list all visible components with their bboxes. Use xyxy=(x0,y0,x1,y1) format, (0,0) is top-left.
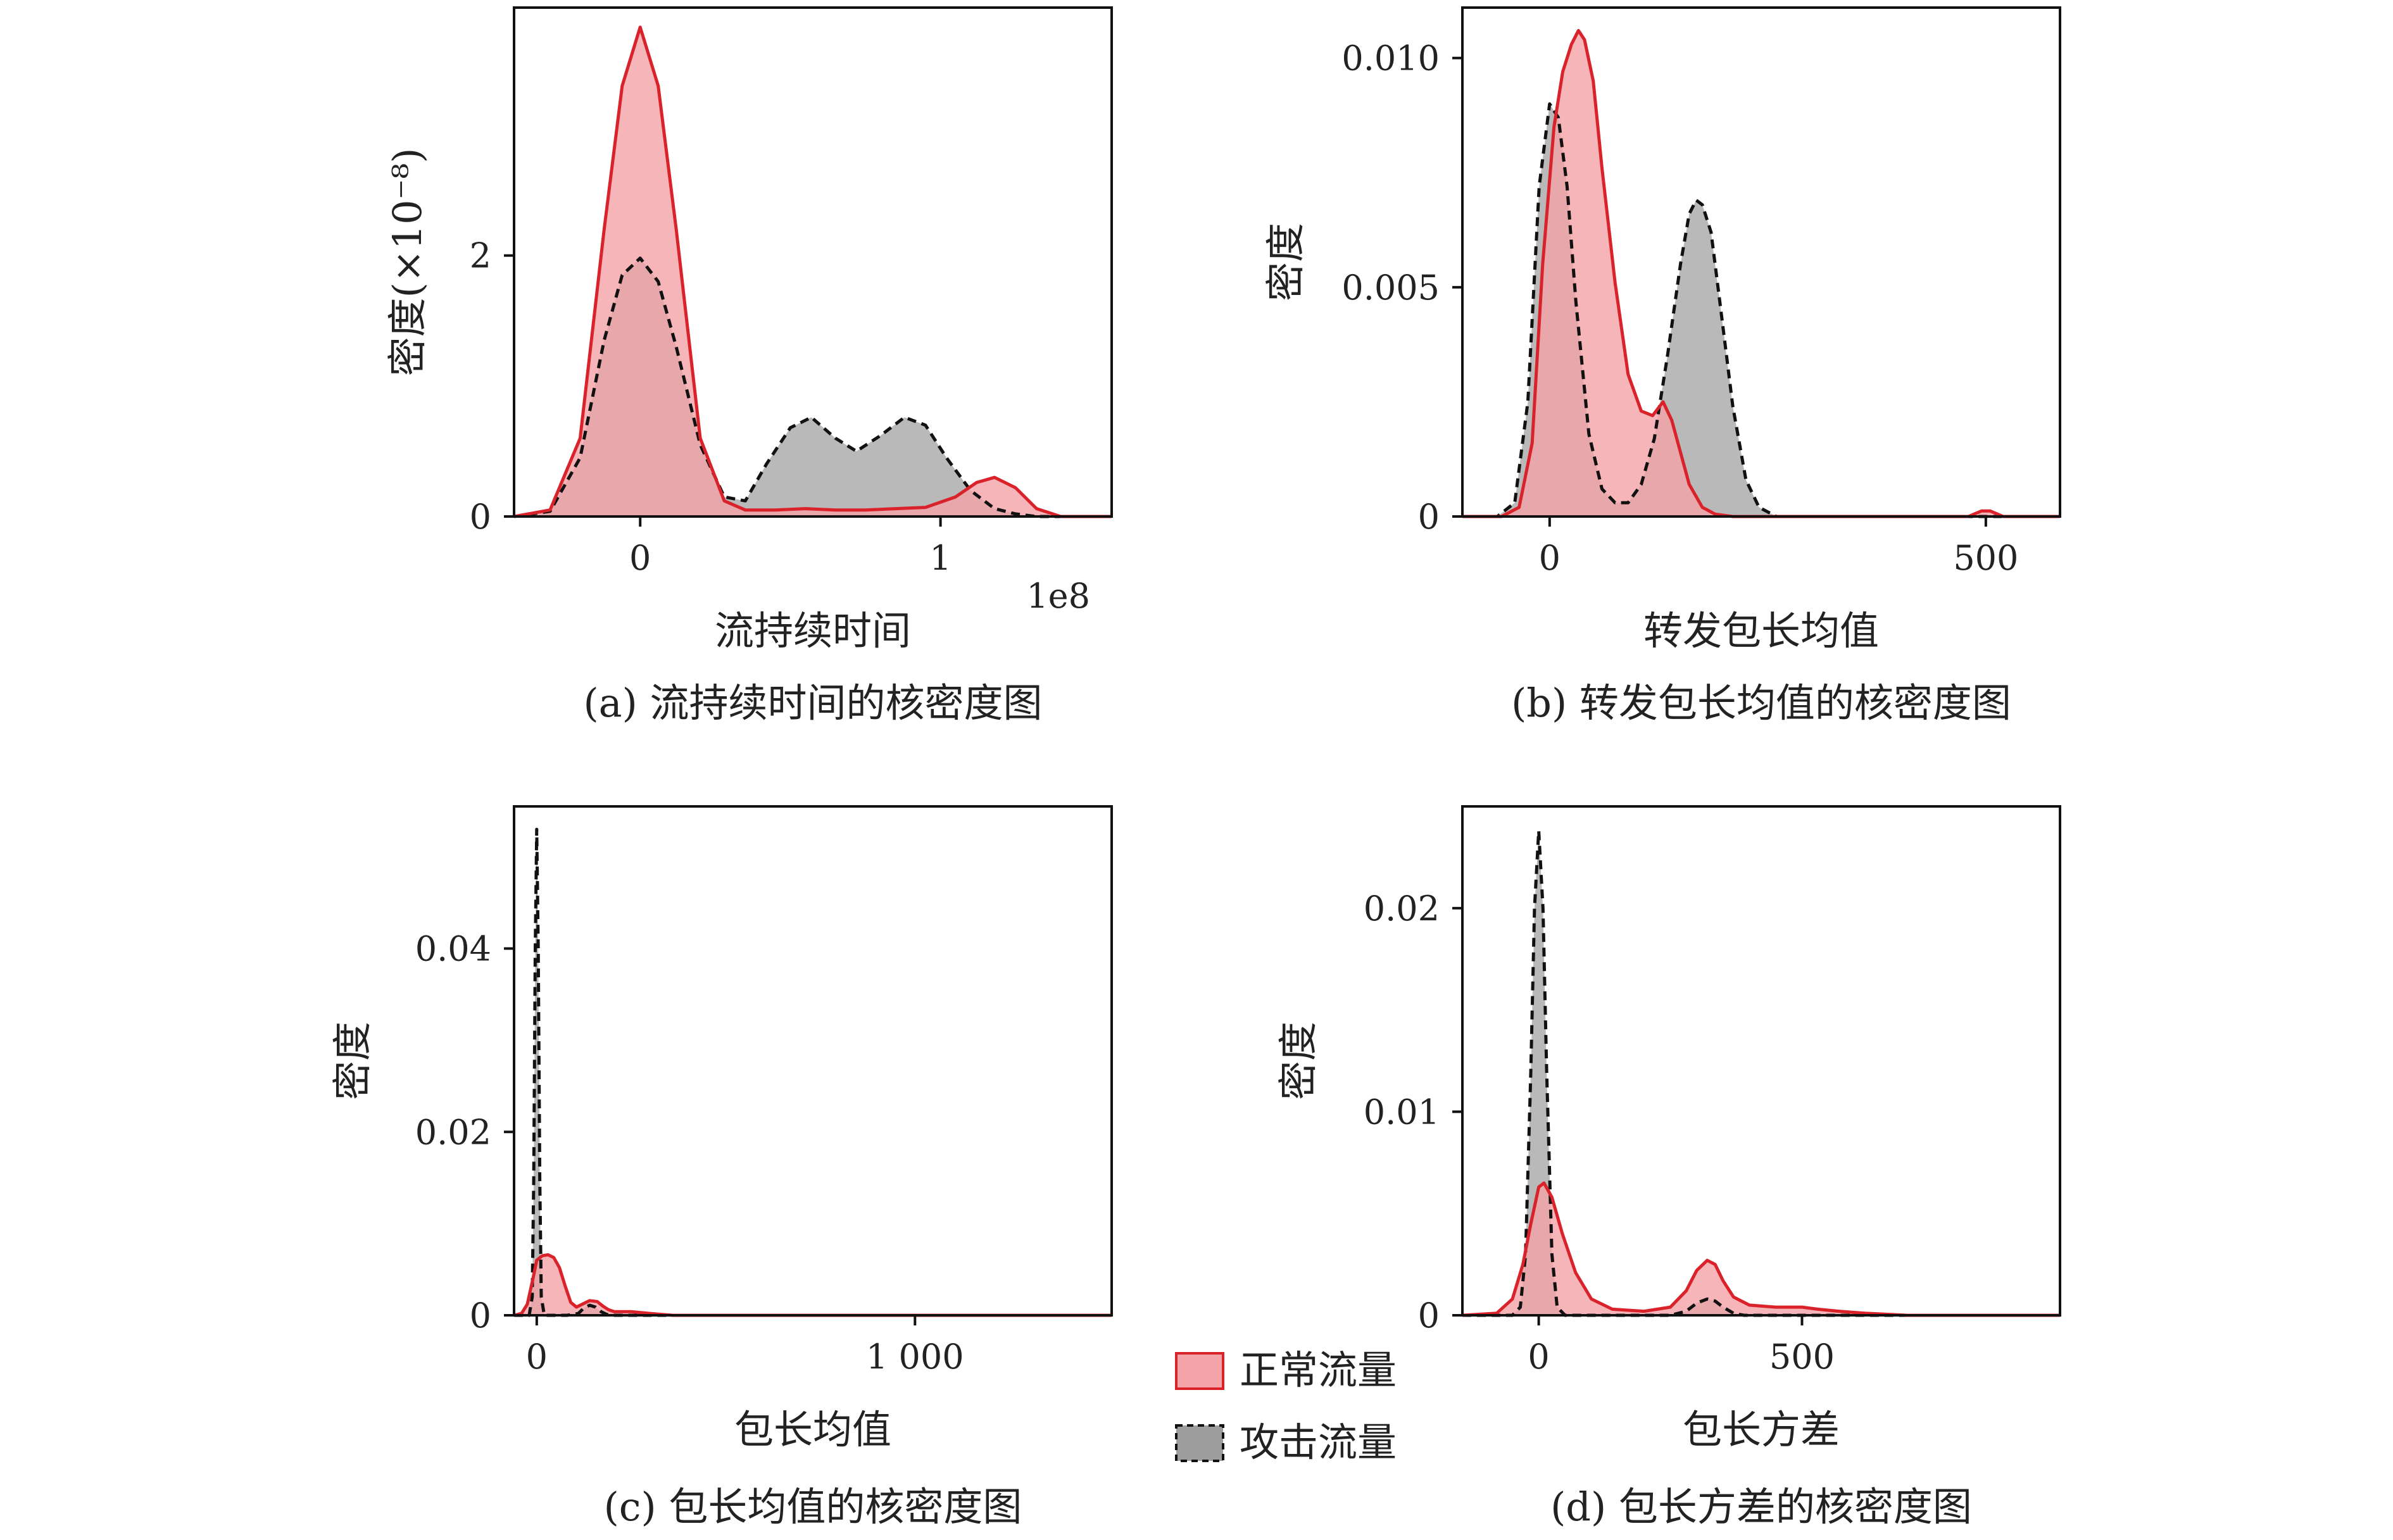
panel-a-x-offset-label: 1e8 xyxy=(1026,576,1090,616)
panel-b-x-tick-label: 0 xyxy=(1539,538,1561,578)
panel-d-y-tick-label: 0.01 xyxy=(1364,1092,1440,1132)
panel-a-y-axis-label: 密度(×10⁻⁸) xyxy=(384,148,430,377)
legend-normal-label: 正常流量 xyxy=(1240,1347,1397,1393)
panel-c-normal-curve xyxy=(513,1253,1112,1317)
panel-d-x-tick-label: 500 xyxy=(1769,1337,1835,1377)
panel-c-ticks: 0 1 000 0 0.02 0.04 xyxy=(415,929,964,1377)
panel-a-ticks: 0 1 0 2 xyxy=(470,236,952,578)
panel-c-series-fills xyxy=(514,829,1112,1315)
panel-d-caption: (d) 包长方差的核密度图 xyxy=(1550,1484,1972,1530)
panel-a-series-fills xyxy=(514,27,1112,516)
panel-c-y-tick-label: 0.04 xyxy=(415,929,491,969)
panel-a-series-lines xyxy=(513,25,1112,518)
panel-b-x-tick-label: 500 xyxy=(1953,538,2018,578)
panel-b-attack-curve xyxy=(1462,102,2060,518)
panel-b-series-fills xyxy=(1462,30,2060,517)
panel-a-normal-area xyxy=(514,27,1112,516)
panel-b-y-tick-label: 0.010 xyxy=(1341,39,1440,78)
panel-c-x-tick-label: 1 000 xyxy=(866,1337,964,1377)
panel-a-attack-curve xyxy=(513,256,1112,518)
panel-c-caption: (c) 包长均值的核密度图 xyxy=(604,1484,1022,1530)
panel-a-x-tick-label: 1 xyxy=(929,538,951,578)
panel-a-frame xyxy=(513,6,1113,518)
panel-c-normal-area xyxy=(514,1255,1112,1315)
panel-d-pkt-len-variance-kde: 0 500 0 0.01 0.02 包长方差 密度 (d) 包长方差的核密度图 xyxy=(1275,805,2061,1530)
panel-c-attack-area xyxy=(514,829,1112,1315)
panel-c-x-axis-label: 包长均值 xyxy=(734,1406,891,1453)
panel-c-frame xyxy=(513,805,1113,1317)
panel-c-y-tick-label: 0.02 xyxy=(415,1112,491,1152)
panel-b-attack-area xyxy=(1462,104,2060,517)
legend-attack-swatch xyxy=(1175,1424,1224,1462)
panel-a-duration-kde: 0 1 0 2 1e8 流持续时间 密度(×10⁻⁸) (a) 流持续时间的核密度图 xyxy=(384,6,1113,726)
panel-a-caption: (a) 流持续时间的核密度图 xyxy=(583,680,1042,726)
panel-b-y-tick-label: 0 xyxy=(1418,497,1440,537)
panel-c-y-tick-label: 0 xyxy=(470,1296,491,1336)
panel-c-series-lines xyxy=(513,827,1112,1317)
panel-c-pkt-len-mean-kde: 0 1 000 0 0.02 0.04 包长均值 密度 (c) 包长均值的核密度图 xyxy=(329,805,1113,1530)
panel-d-frame xyxy=(1461,805,2061,1317)
panel-d-attack-curve xyxy=(1462,829,2060,1317)
legend-normal-swatch xyxy=(1175,1352,1224,1390)
panel-a-x-tick-label: 0 xyxy=(629,538,651,578)
panel-d-y-tick-label: 0 xyxy=(1418,1296,1440,1336)
panel-c-attack-curve xyxy=(514,827,1112,1317)
panel-b-y-tick-label: 0.005 xyxy=(1341,268,1440,308)
panel-b-normal-area xyxy=(1462,30,2060,516)
panel-a-y-tick-label: 2 xyxy=(470,236,491,276)
panel-b-x-axis-label: 转发包长均值 xyxy=(1643,608,1879,654)
panel-a-y-tick-label: 0 xyxy=(470,497,491,537)
panel-c-x-tick-label: 0 xyxy=(526,1337,548,1377)
panel-d-normal-curve xyxy=(1462,1181,2060,1317)
panel-a-x-axis-label: 流持续时间 xyxy=(715,608,911,654)
panel-b-y-axis-label: 密度 xyxy=(1262,223,1309,301)
panel-b-frame xyxy=(1461,6,2061,518)
panel-b-fwd-pkt-len-mean-kde: 0 500 0 0.005 0.010 转发包长均值 密度 (b) 转发包长均值的核密度… xyxy=(1262,6,2061,726)
panel-d-x-tick-label: 0 xyxy=(1528,1337,1549,1377)
panel-d-y-tick-label: 0.02 xyxy=(1364,889,1440,929)
panel-a-normal-curve xyxy=(513,25,1112,518)
legend: 正常流量 攻击流量 xyxy=(1175,1347,1397,1465)
panel-c-y-axis-label: 密度 xyxy=(329,1022,375,1100)
panel-d-ticks: 0 500 0 0.01 0.02 xyxy=(1364,889,1835,1377)
panel-d-y-axis-label: 密度 xyxy=(1275,1022,1321,1100)
panel-b-caption: (b) 转发包长均值的核密度图 xyxy=(1511,680,2011,726)
legend-attack-label: 攻击流量 xyxy=(1240,1419,1397,1465)
panel-d-x-axis-label: 包长方差 xyxy=(1683,1406,1840,1453)
panel-d-series-lines xyxy=(1462,829,2060,1317)
panel-b-ticks: 0 500 0 0.005 0.010 xyxy=(1341,39,2018,578)
